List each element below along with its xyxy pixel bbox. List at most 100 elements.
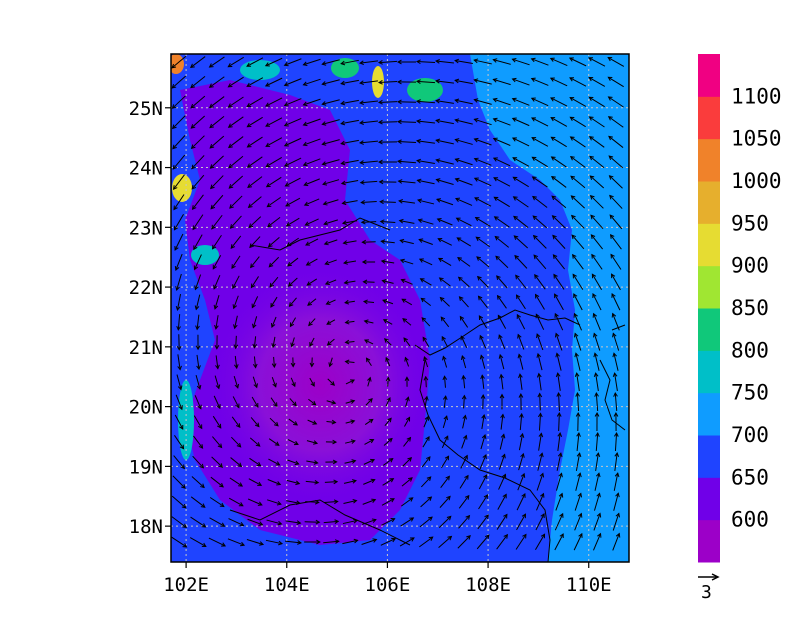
- wind-vector: [607, 76, 624, 88]
- reference-arrow-head: [711, 573, 720, 581]
- wind-vector: [593, 352, 600, 371]
- wind-vector: [403, 337, 411, 347]
- wind-vector: [609, 233, 622, 250]
- wind-vector: [232, 396, 240, 409]
- wind-vector: [363, 478, 376, 485]
- wind-vector: [571, 234, 585, 250]
- wind-vector: [267, 236, 280, 248]
- wind-vector: [611, 273, 621, 291]
- wind-vector: [364, 418, 374, 425]
- wind-vector: [283, 98, 302, 107]
- wind-vector: [268, 438, 280, 446]
- lat-tick-label: 19N: [129, 456, 163, 478]
- wind-vector: [344, 319, 355, 325]
- wind-vector: [323, 239, 338, 246]
- wind-vector: [269, 276, 279, 288]
- lat-tick-labels: 18N 19N 20N 21N 22N 23N 24N 25N: [129, 98, 163, 538]
- wind-vector: [516, 313, 526, 330]
- wind-vector: [609, 214, 623, 230]
- wind-vector: [554, 332, 563, 351]
- wind-vector: [594, 411, 600, 432]
- wind-vector: [306, 440, 319, 445]
- colorbar-label: 900: [731, 254, 769, 278]
- colorbar-bin: [698, 519, 720, 563]
- wind-vector: [535, 313, 545, 330]
- field-core-600: [210, 265, 430, 505]
- wind-vector: [249, 437, 261, 447]
- wind-vector: [246, 136, 263, 148]
- wind-vector: [287, 439, 299, 446]
- wind-vector: [230, 436, 242, 448]
- wind-vector: [477, 295, 488, 309]
- wind-vector: [415, 59, 436, 65]
- wind-vector: [190, 516, 207, 528]
- wind-vector: [401, 298, 413, 306]
- wind-vector: [518, 432, 525, 451]
- wind-vector: [325, 439, 338, 445]
- wind-vector: [233, 335, 239, 350]
- wind-vector: [594, 472, 601, 491]
- colorbar-labels: 600 650 700 750 800 850 900 950 1000 1050 1100: [731, 84, 782, 531]
- wind-vector: [492, 117, 511, 126]
- wind-vector: [397, 179, 416, 184]
- wind-vector: [190, 95, 206, 109]
- wind-vector: [195, 374, 202, 390]
- wind-vector: [535, 533, 546, 551]
- wind-vector: [401, 477, 413, 487]
- wind-vector: [211, 456, 224, 468]
- wind-vector: [380, 537, 397, 546]
- wind-vector: [283, 58, 302, 67]
- wind-vector: [266, 499, 282, 506]
- colorbar-bin: [698, 308, 720, 351]
- wind-vector: [511, 77, 530, 86]
- wind-vector: [511, 117, 530, 127]
- wind-vector: [325, 299, 336, 305]
- wind-vector: [345, 419, 356, 424]
- wind-vector: [192, 455, 205, 469]
- wind-vector: [172, 154, 186, 170]
- colorbar-bin: [698, 223, 720, 267]
- wind-vector: [345, 439, 356, 444]
- wind-vector: [380, 259, 395, 264]
- wind-vector: [344, 359, 355, 365]
- wind-vector: [574, 492, 583, 511]
- wind-vector: [227, 56, 244, 68]
- wind-vector: [435, 178, 454, 185]
- wind-vector: [497, 314, 507, 329]
- wind-vector: [213, 274, 221, 290]
- wind-vector: [511, 57, 530, 66]
- wind-vector: [611, 292, 621, 311]
- wind-vector: [588, 116, 605, 128]
- wind-vector: [516, 492, 526, 511]
- wind-vector: [573, 293, 583, 311]
- wind-vector: [530, 57, 549, 66]
- wind-vector: [171, 495, 187, 509]
- wind-vector: [246, 77, 264, 87]
- wind-vector: [532, 195, 548, 208]
- wind-vector: [189, 56, 206, 69]
- wind-vector: [361, 538, 378, 545]
- wind-vector: [265, 97, 283, 107]
- wind-vector: [415, 79, 436, 84]
- wind-vector: [492, 137, 511, 146]
- wind-vector: [215, 355, 220, 370]
- wind-vector: [612, 372, 618, 391]
- wind-vector: [396, 99, 417, 105]
- wind-vector: [210, 194, 224, 210]
- wind-vector: [536, 472, 545, 491]
- wind-vector: [458, 514, 471, 529]
- wind-vector: [343, 260, 357, 265]
- grid-lines: [171, 54, 629, 562]
- wind-vector: [569, 136, 586, 148]
- wind-vector: [231, 255, 241, 270]
- wind-vector: [402, 457, 413, 467]
- wind-vector: [438, 257, 452, 267]
- wind-vector: [211, 234, 222, 250]
- wind-vector: [496, 533, 508, 550]
- wind-vector: [474, 197, 492, 207]
- wind-vector: [171, 95, 186, 109]
- wind-vector: [233, 355, 239, 370]
- wind-vector: [517, 472, 526, 491]
- wind-vector: [251, 316, 258, 329]
